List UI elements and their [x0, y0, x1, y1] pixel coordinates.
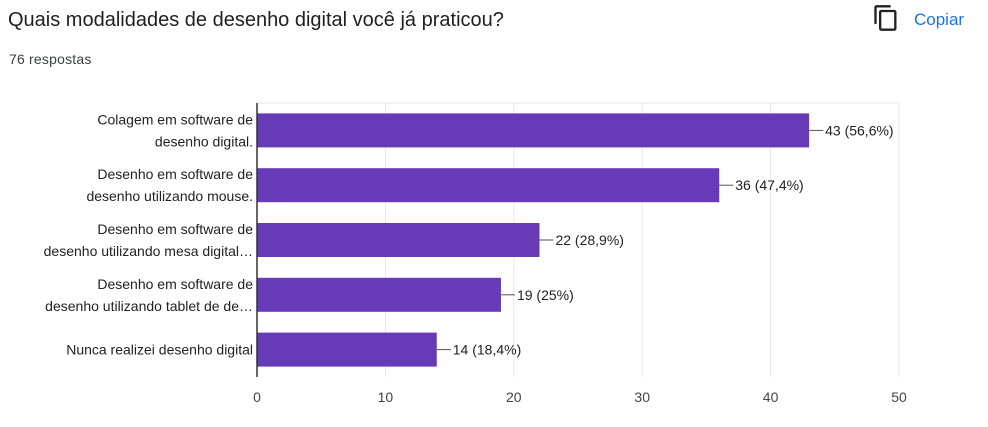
data-label: 19 (25%)	[517, 287, 574, 303]
category-label: desenho utilizando mouse.	[86, 188, 253, 204]
data-label: 22 (28,9%)	[555, 232, 623, 248]
category-label: Nunca realizei desenho digital	[66, 342, 253, 358]
category-label: Desenho em software de	[97, 276, 253, 292]
category-label: Desenho em software de	[97, 166, 253, 182]
bar	[257, 223, 540, 257]
bar	[257, 332, 437, 367]
bar	[257, 168, 720, 203]
response-count: 76 respostas	[9, 51, 92, 67]
data-label: 43 (56,6%)	[825, 122, 893, 138]
x-tick-label: 30	[634, 389, 650, 405]
x-tick-label: 40	[763, 389, 779, 405]
bar	[257, 277, 501, 312]
category-label: desenho utilizando mesa digital…	[44, 243, 253, 259]
chart-title: Quais modalidades de desenho digital voc…	[8, 9, 504, 31]
x-tick-label: 10	[378, 389, 394, 405]
category-label: desenho utilizando tablet de de…	[45, 298, 253, 314]
category-label: Colagem em software de	[97, 111, 253, 127]
data-label: 14 (18,4%)	[453, 342, 521, 358]
data-label: 36 (47,4%)	[735, 177, 803, 193]
x-tick-label: 20	[506, 389, 522, 405]
copy-button[interactable]: Copiar	[872, 4, 964, 36]
x-tick-label: 50	[891, 389, 907, 405]
copy-icon	[872, 4, 900, 37]
category-label: desenho digital.	[155, 133, 253, 149]
x-tick-label: 0	[253, 389, 261, 405]
bar	[257, 113, 810, 148]
category-label: Desenho em software de	[97, 221, 253, 237]
copy-label: Copiar	[914, 10, 965, 29]
